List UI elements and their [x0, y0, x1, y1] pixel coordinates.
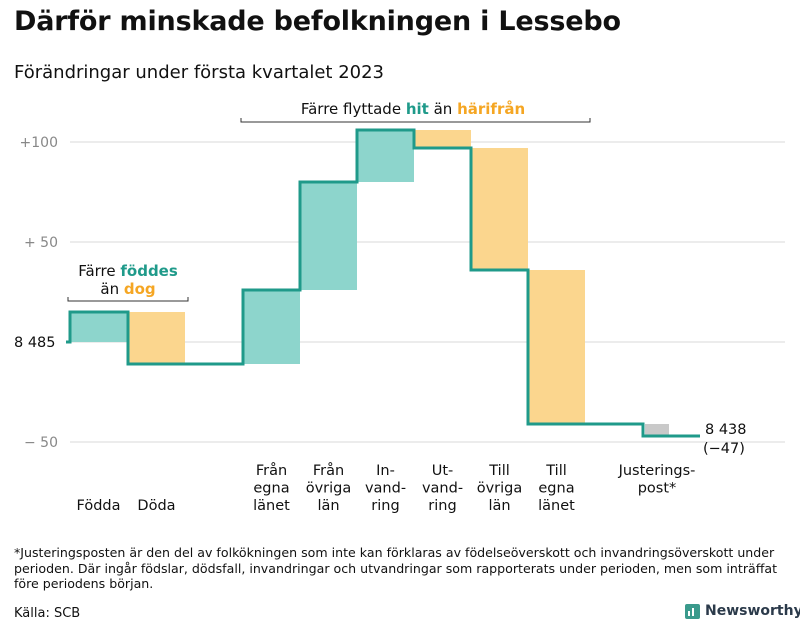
series-line [66, 128, 700, 438]
bar-chart-icon [685, 603, 700, 619]
bar-doda [128, 312, 185, 364]
annotation-migration: Färre flyttade hit än härifrån [301, 100, 525, 118]
end-value-label: 8 438 [705, 422, 747, 438]
annotation-bracket-migration [240, 118, 591, 123]
annotation-births-deaths-line2: än dog [100, 280, 155, 298]
y-tick-label: + 50 [24, 235, 58, 251]
x-tick-label-till-egna-lanet: Till egna länet [538, 463, 575, 514]
bar-utvandring [414, 130, 471, 148]
waterfall-chart: +100 + 50 − 50 Födda Döda Från egna länet Från öv… [14, 100, 785, 514]
x-tick-label-till-ovriga-lan: Till övriga län [477, 463, 523, 514]
chart-title: Därför minskade befolkningen i Lessebo [14, 6, 621, 37]
start-value-label: 8 485 [14, 335, 56, 351]
bar-till-ovriga-lan [471, 148, 528, 270]
x-tick-label-fran-egna-lanet: Från egna länet [253, 462, 290, 514]
bar-fodda [70, 312, 127, 342]
annotation-bracket-births-deaths [67, 297, 189, 302]
bar-fran-egna-lanet [243, 290, 300, 364]
y-tick-label: +100 [20, 135, 58, 151]
brand-name: Newsworthy [705, 603, 800, 619]
x-tick-label-fran-ovriga-lan: Från övriga län [306, 462, 352, 514]
bar-till-egna-lanet [528, 270, 585, 424]
chart-subtitle: Förändringar under första kvartalet 2023 [14, 62, 385, 83]
x-tick-label-invandring: In-vand-ring [365, 463, 406, 514]
end-change-label: (−47) [703, 441, 745, 457]
source-label: Källa: SCB [14, 606, 81, 621]
footnote: *Justeringsposten är den del av folkökni… [14, 545, 778, 591]
x-tick-label-doda: Döda [137, 498, 175, 514]
x-tick-label-utvandring: Ut-vand-ring [422, 463, 463, 514]
bar-fran-ovriga-lan [300, 182, 357, 290]
x-tick-label-fodda: Födda [77, 498, 121, 514]
y-tick-label: − 50 [24, 435, 58, 451]
annotation-births-deaths-line1: Färre föddes [78, 262, 178, 280]
bar-justeringspost [645, 424, 669, 436]
brand-logo: Newsworthy [685, 603, 800, 619]
bar-invandring [357, 130, 414, 182]
x-tick-label-justeringspost: Justerings-post* [618, 463, 696, 497]
